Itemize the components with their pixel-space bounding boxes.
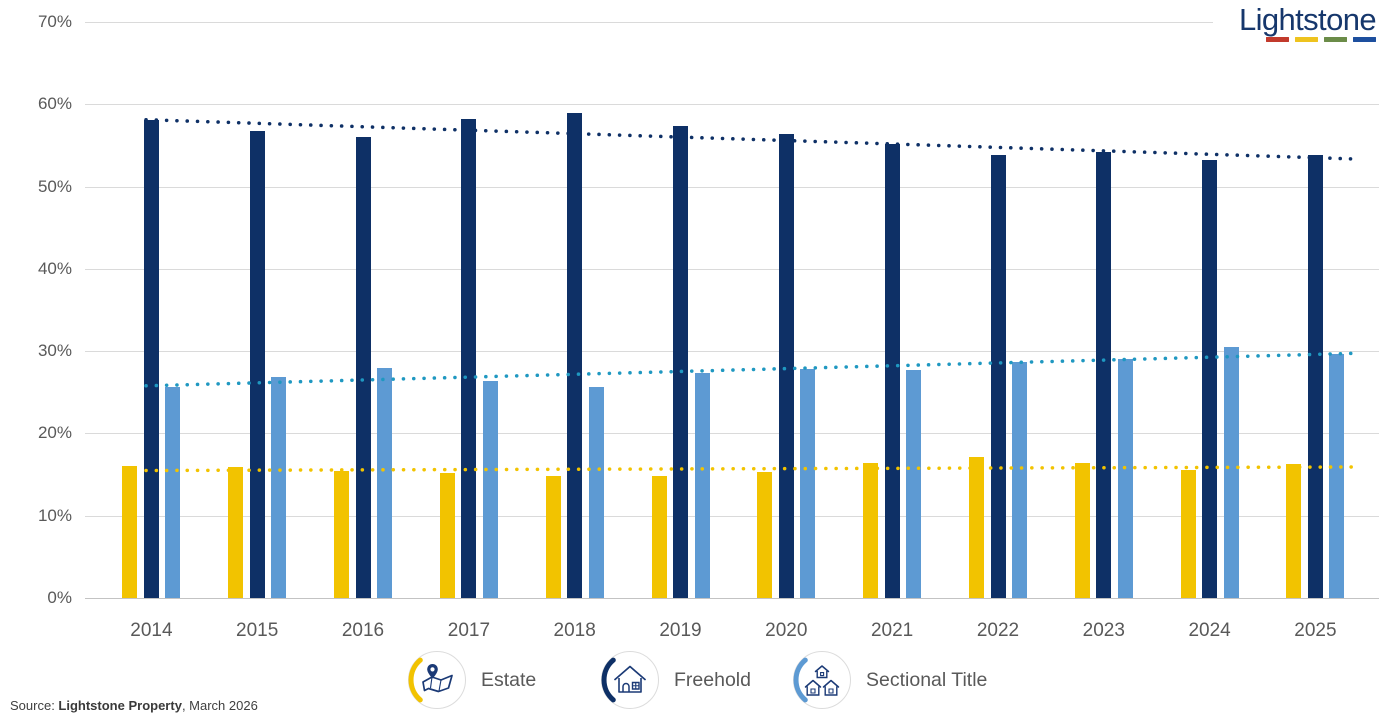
chart-legend: Estate Freehold	[0, 650, 1379, 714]
gridline-70	[85, 21, 1213, 23]
x-axis-label-2016: 2016	[341, 620, 385, 641]
x-axis-label-2017: 2017	[447, 620, 491, 641]
bar-freehold-2019	[673, 125, 688, 598]
y-tick-label: 30%	[37, 341, 72, 361]
bar-estate-2023	[1074, 463, 1090, 598]
y-tick-label: 0%	[47, 588, 72, 607]
bar-sectional-title-2015	[271, 376, 287, 598]
bar-estate-2016	[334, 471, 349, 598]
bar-estate-2014	[122, 465, 138, 598]
sectional-title-legend-badge	[793, 651, 851, 709]
bar-estate-2018	[545, 476, 561, 598]
house-icon	[612, 662, 648, 698]
gridline-60	[85, 104, 1379, 106]
bar-freehold-2025	[1307, 155, 1323, 598]
y-tick-label: 20%	[37, 423, 72, 443]
bar-estate-2015	[228, 467, 244, 598]
bar-sectional-title-2021	[906, 370, 922, 598]
bar-freehold-2018	[567, 113, 583, 598]
freehold-legend-badge	[601, 651, 659, 709]
lightstone-logo: Lightstone	[1238, 2, 1377, 42]
logo-underline-segment-3	[1353, 37, 1376, 42]
x-axis-label-2025: 2025	[1294, 620, 1337, 641]
legend-item-freehold: Freehold	[601, 650, 751, 710]
x-axis-label-2023: 2023	[1082, 620, 1125, 641]
bar-freehold-2023	[1096, 151, 1112, 598]
legend-item-sectional-title: Sectional Title	[793, 650, 987, 710]
bar-sectional-title-2017	[482, 380, 498, 598]
bar-estate-2017	[439, 472, 455, 598]
bar-sectional-title-2025	[1329, 354, 1345, 598]
logo-underline-segment-2	[1324, 37, 1347, 42]
gridline-30	[85, 351, 1379, 353]
trendline-estate	[144, 465, 1354, 473]
trendline-freehold	[144, 117, 1354, 161]
x-axis-label-2022: 2022	[976, 620, 1020, 641]
bar-freehold-2021	[884, 143, 900, 598]
x-axis-label-2020: 2020	[765, 620, 808, 641]
gridline-50	[85, 186, 1379, 188]
estate-arc	[408, 657, 423, 703]
bar-sectional-title-2023	[1117, 359, 1133, 598]
legend-label-sectional-title: Sectional Title	[866, 668, 988, 691]
x-axis-label-2024: 2024	[1188, 620, 1231, 641]
bar-sectional-title-2022	[1012, 361, 1027, 598]
bar-freehold-2014	[143, 119, 159, 598]
bar-estate-2020	[757, 472, 773, 598]
x-axis-label-2019: 2019	[659, 620, 702, 641]
y-tick-label: 70%	[37, 11, 72, 31]
gridline-10	[85, 515, 1379, 517]
bar-estate-2024	[1180, 469, 1196, 598]
bar-estate-2022	[969, 457, 984, 598]
bar-estate-2021	[863, 463, 879, 598]
legend-item-estate: Estate	[408, 650, 536, 710]
trendline-sectional-title	[144, 351, 1354, 388]
source-note: Source: Lightstone Property, March 2026	[10, 698, 258, 713]
logo-underline-segment-1	[1295, 37, 1318, 42]
y-tick-label: 40%	[37, 258, 72, 278]
bar-sectional-title-2014	[165, 387, 181, 598]
map-pin-icon	[419, 664, 455, 698]
sectional-title-arc	[793, 657, 808, 703]
bar-freehold-2024	[1202, 160, 1218, 598]
bar-sectional-title-2024	[1223, 347, 1239, 598]
bar-estate-2025	[1286, 463, 1302, 598]
bar-sectional-title-2016	[377, 367, 392, 598]
bar-sectional-title-2020	[800, 369, 816, 598]
source-publisher: Lightstone Property	[58, 698, 182, 713]
houses-icon	[804, 662, 840, 698]
bar-freehold-2017	[461, 119, 477, 598]
bar-freehold-2016	[355, 137, 371, 598]
y-tick-label: 50%	[37, 176, 72, 196]
source-date: , March 2026	[181, 698, 258, 713]
gridline-20	[85, 433, 1379, 435]
bar-sectional-title-2018	[588, 386, 604, 598]
legend-label-estate: Estate	[481, 668, 537, 691]
bar-estate-2019	[651, 476, 667, 598]
bar-freehold-2015	[249, 130, 265, 598]
source-prefix: Source:	[10, 698, 59, 713]
x-axis-label-2015: 2015	[236, 620, 279, 641]
lightstone-logo-underline	[1239, 37, 1376, 42]
x-axis-label-2014: 2014	[130, 620, 173, 641]
bar-freehold-2022	[990, 155, 1006, 598]
gridline-40	[85, 268, 1379, 270]
bar-sectional-title-2019	[694, 372, 710, 598]
x-axis-label-2018: 2018	[553, 620, 596, 641]
lightstone-logo-text: Lightstone	[1238, 2, 1377, 37]
bar-freehold-2020	[778, 133, 794, 598]
estate-legend-badge	[408, 651, 466, 709]
y-tick-label: 10%	[37, 505, 72, 525]
legend-label-freehold: Freehold	[674, 668, 751, 691]
freehold-arc	[601, 657, 616, 703]
logo-underline-segment-0	[1266, 37, 1289, 42]
gridline-0	[85, 598, 1379, 599]
y-tick-label: 60%	[37, 94, 72, 114]
x-axis-label-2021: 2021	[870, 620, 914, 641]
